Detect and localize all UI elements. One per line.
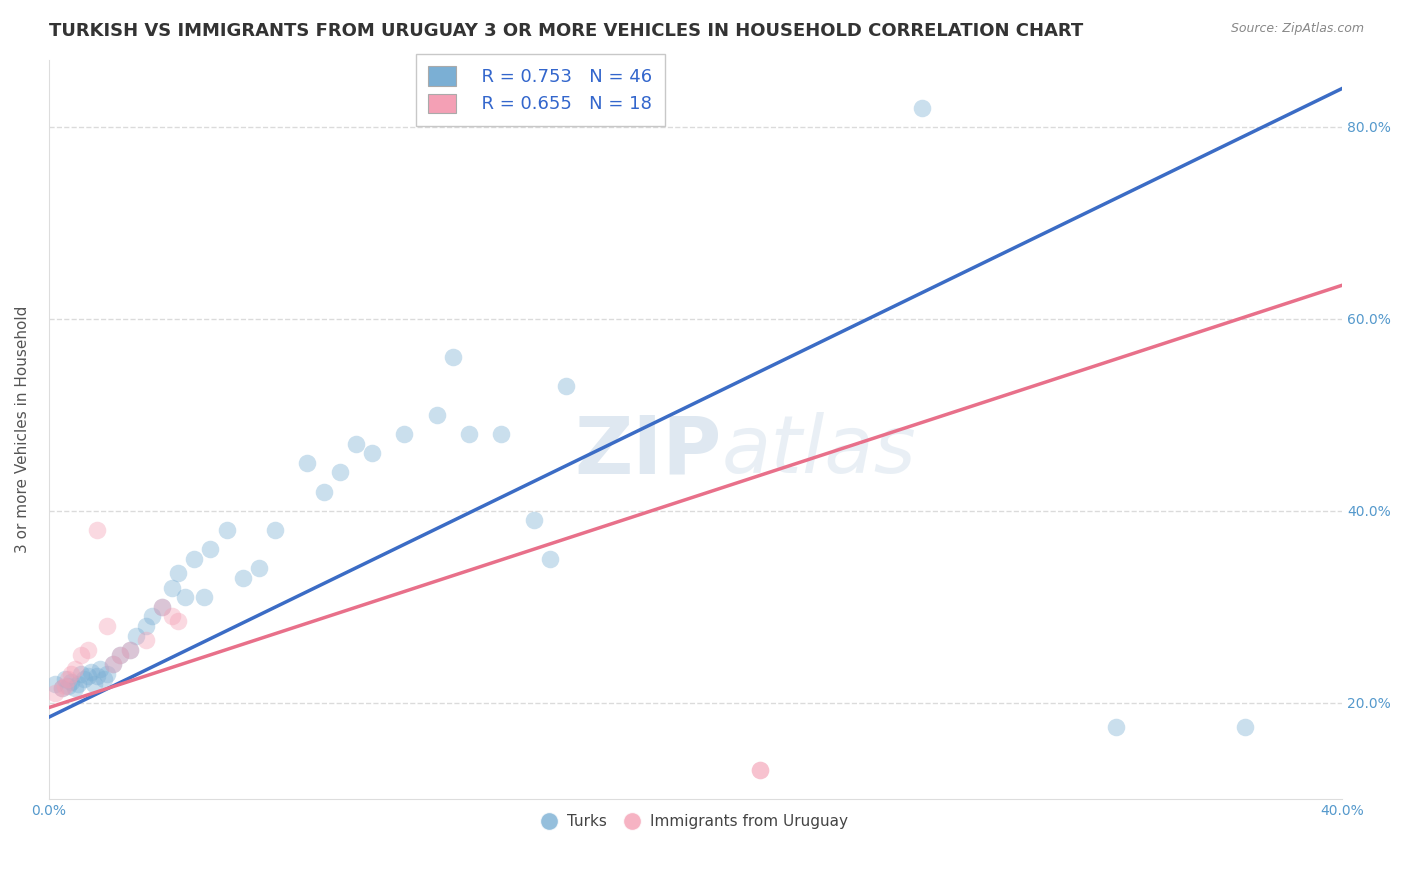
- Point: [118, 643, 141, 657]
- Point: [51, 681, 73, 696]
- Point: [441, 350, 464, 364]
- Point: [70, 648, 93, 662]
- Point: [60, 667, 83, 681]
- Y-axis label: 3 or more Vehicles in Household: 3 or more Vehicles in Household: [15, 306, 30, 553]
- Point: [312, 484, 335, 499]
- Point: [86, 669, 108, 683]
- Text: ZIP: ZIP: [574, 412, 721, 491]
- Point: [44, 686, 66, 700]
- Point: [1234, 720, 1257, 734]
- Point: [160, 609, 183, 624]
- Point: [76, 669, 98, 683]
- Point: [361, 446, 384, 460]
- Point: [56, 679, 79, 693]
- Point: [53, 672, 76, 686]
- Legend: Turks, Immigrants from Uruguay: Turks, Immigrants from Uruguay: [537, 808, 855, 836]
- Point: [160, 581, 183, 595]
- Point: [76, 643, 98, 657]
- Point: [125, 629, 148, 643]
- Point: [96, 619, 118, 633]
- Point: [247, 561, 270, 575]
- Point: [135, 633, 157, 648]
- Point: [1105, 720, 1128, 734]
- Point: [51, 681, 73, 696]
- Point: [264, 523, 287, 537]
- Point: [89, 662, 111, 676]
- Point: [118, 643, 141, 657]
- Point: [70, 667, 93, 681]
- Point: [150, 599, 173, 614]
- Point: [44, 676, 66, 690]
- Point: [108, 648, 131, 662]
- Point: [103, 657, 125, 672]
- Text: atlas: atlas: [721, 412, 917, 491]
- Point: [426, 408, 449, 422]
- Point: [329, 466, 352, 480]
- Point: [73, 672, 96, 686]
- Point: [135, 619, 157, 633]
- Point: [63, 681, 86, 696]
- Text: TURKISH VS IMMIGRANTS FROM URUGUAY 3 OR MORE VEHICLES IN HOUSEHOLD CORRELATION C: TURKISH VS IMMIGRANTS FROM URUGUAY 3 OR …: [49, 22, 1084, 40]
- Point: [344, 436, 367, 450]
- Point: [538, 551, 561, 566]
- Point: [93, 672, 115, 686]
- Point: [555, 379, 578, 393]
- Point: [60, 674, 83, 689]
- Point: [215, 523, 238, 537]
- Point: [108, 648, 131, 662]
- Point: [173, 591, 195, 605]
- Point: [103, 657, 125, 672]
- Point: [83, 676, 105, 690]
- Point: [167, 566, 190, 581]
- Point: [749, 763, 772, 777]
- Point: [297, 456, 319, 470]
- Point: [66, 676, 89, 690]
- Point: [86, 523, 108, 537]
- Point: [56, 672, 79, 686]
- Point: [394, 427, 416, 442]
- Point: [911, 101, 934, 115]
- Point: [193, 591, 215, 605]
- Point: [232, 571, 254, 585]
- Point: [96, 667, 118, 681]
- Point: [200, 542, 222, 557]
- Point: [80, 665, 103, 679]
- Point: [63, 662, 86, 676]
- Point: [167, 614, 190, 628]
- Point: [523, 513, 546, 527]
- Point: [53, 679, 76, 693]
- Text: Source: ZipAtlas.com: Source: ZipAtlas.com: [1230, 22, 1364, 36]
- Point: [458, 427, 481, 442]
- Point: [150, 599, 173, 614]
- Point: [491, 427, 513, 442]
- Point: [749, 763, 772, 777]
- Point: [183, 551, 205, 566]
- Point: [141, 609, 163, 624]
